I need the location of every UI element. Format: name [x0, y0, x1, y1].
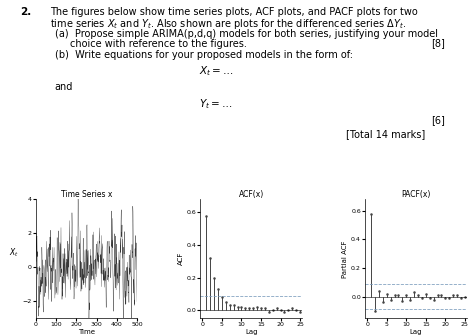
Y-axis label: Partial ACF: Partial ACF — [342, 240, 348, 277]
Y-axis label: ACF: ACF — [178, 252, 183, 265]
Text: $Y_t = \ldots$: $Y_t = \ldots$ — [199, 97, 232, 111]
Text: 2.: 2. — [20, 7, 31, 17]
Y-axis label: $X_t$: $X_t$ — [9, 246, 18, 259]
Text: time series $X_t$ and $Y_t$. Also shown are plots for the differenced series $\D: time series $X_t$ and $Y_t$. Also shown … — [50, 17, 406, 31]
Text: $X_t = \ldots$: $X_t = \ldots$ — [199, 64, 234, 78]
Text: [6]: [6] — [431, 116, 445, 126]
X-axis label: Lag: Lag — [410, 329, 422, 335]
Text: choice with reference to the figures.: choice with reference to the figures. — [70, 39, 247, 49]
Title: Time Series x: Time Series x — [61, 190, 112, 199]
Text: [8]: [8] — [431, 39, 445, 49]
X-axis label: Time: Time — [78, 329, 95, 335]
Title: PACF(x): PACF(x) — [401, 190, 431, 199]
Title: ACF(x): ACF(x) — [238, 190, 264, 199]
Text: [Total 14 marks]: [Total 14 marks] — [346, 129, 425, 139]
Text: The figures below show time series plots, ACF plots, and PACF plots for two: The figures below show time series plots… — [50, 7, 418, 17]
Text: (a)  Propose simple ARIMA(p,d,q) models for both series, justifying your model: (a) Propose simple ARIMA(p,d,q) models f… — [55, 29, 438, 40]
Text: (b)  Write equations for your proposed models in the form of:: (b) Write equations for your proposed mo… — [55, 50, 353, 60]
X-axis label: Lag: Lag — [245, 329, 257, 335]
Text: and: and — [55, 82, 73, 92]
